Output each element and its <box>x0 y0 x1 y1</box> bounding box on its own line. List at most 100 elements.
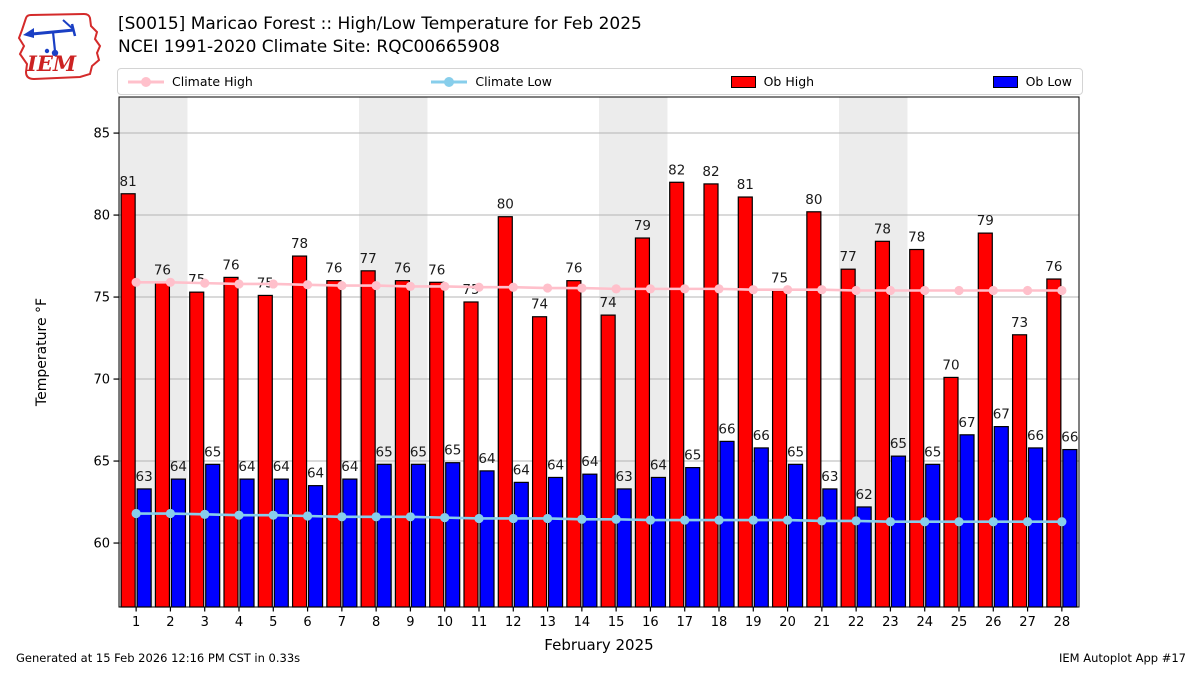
ob-low-bar <box>273 478 289 608</box>
ob-high-bar <box>943 376 959 608</box>
climate-low-marker <box>405 512 416 522</box>
x-tick-label: 11 <box>471 615 488 630</box>
x-tick-label: 1 <box>132 615 140 630</box>
x-tick-label: 6 <box>303 615 311 630</box>
ob-high-value-label: 76 <box>394 261 411 277</box>
climate-low-marker <box>988 517 998 527</box>
ob-low-value-label: 63 <box>616 469 633 485</box>
ob-low-bar <box>787 463 804 608</box>
ob-low-bar <box>547 476 564 608</box>
climate-high-marker <box>302 280 313 290</box>
climate-low-marker <box>817 516 827 526</box>
ob-low-value-label: 64 <box>170 459 187 475</box>
y-tick-label: 65 <box>93 455 110 470</box>
climate-low-marker <box>234 510 244 520</box>
ob-low-value-label: 65 <box>890 436 907 452</box>
ob-high-value-label: 80 <box>497 197 514 213</box>
ob-high-value-label: 73 <box>1011 315 1028 331</box>
legend-label: Climate Low <box>475 74 553 89</box>
y-tick-label: 60 <box>93 537 110 552</box>
ob-low-bar <box>993 426 1009 608</box>
legend-item-ob-low: Ob Low <box>992 74 1072 89</box>
climate-high-marker <box>337 280 347 291</box>
climate-low-marker <box>440 513 450 523</box>
y-tick-label: 75 <box>93 291 110 306</box>
climate-low-marker <box>714 515 724 525</box>
ob-high-value-label: 74 <box>531 297 548 313</box>
ob-low-value-label: 67 <box>958 415 975 431</box>
ob-low-bar <box>650 476 667 608</box>
climate-high-line <box>136 281 1062 292</box>
climate-high-marker <box>371 280 381 291</box>
climate-high-marker <box>851 285 861 296</box>
ob-high-value-label: 76 <box>1045 259 1062 275</box>
climate-low-marker <box>954 517 964 527</box>
ob-high-value-label: 78 <box>874 221 891 237</box>
climate-high-marker <box>440 281 450 292</box>
ob-high-bar <box>669 181 685 608</box>
climate-low-marker <box>165 508 176 519</box>
chart-title: [S0015] Maricao Forest :: High/Low Tempe… <box>118 14 642 34</box>
ob-low-value-label: 65 <box>444 443 461 459</box>
legend-line-swatch-icon <box>431 76 468 87</box>
ob-high-bar <box>703 183 719 608</box>
ob-high-value-label: 82 <box>702 164 719 180</box>
x-tick-label: 25 <box>951 615 968 630</box>
ob-low-value-label: 64 <box>581 454 598 470</box>
climate-low-marker <box>611 514 621 524</box>
ob-high-value-label: 76 <box>428 262 445 278</box>
ob-low-bar <box>890 455 907 608</box>
ob-high-value-label: 80 <box>805 192 822 208</box>
ob-high-bar <box>257 294 273 608</box>
climate-low-marker <box>542 513 553 524</box>
ob-high-bar <box>497 216 513 608</box>
ob-high-bar <box>463 301 479 608</box>
climate-low-marker <box>371 512 381 522</box>
ob-low-bar <box>1062 448 1078 608</box>
x-tick-label: 20 <box>779 615 796 630</box>
climate-high-marker <box>234 279 244 289</box>
ob-low-bar <box>1027 447 1044 608</box>
x-tick-label: 21 <box>814 615 831 630</box>
ob-low-bar <box>719 440 735 608</box>
climate-high-marker <box>920 285 930 296</box>
ob-low-bar <box>205 463 221 608</box>
ob-low-bar <box>822 488 838 608</box>
ob-low-bar <box>479 470 495 608</box>
ob-high-value-label: 76 <box>154 262 171 278</box>
y-tick-label: 80 <box>93 209 110 224</box>
logo-text: IEM <box>26 51 77 76</box>
ob-low-value-label: 64 <box>341 459 358 475</box>
ob-low-value-label: 63 <box>136 469 153 485</box>
ob-low-bar <box>376 463 392 608</box>
x-tick-label: 2 <box>166 615 174 630</box>
climate-high-marker <box>680 284 690 294</box>
climate-high-marker <box>542 283 553 293</box>
ob-high-bar <box>840 268 856 608</box>
climate-low-marker <box>268 510 278 520</box>
ob-high-value-label: 76 <box>565 261 582 277</box>
climate-high-marker <box>611 284 621 294</box>
legend: Climate High Climate Low Ob High Ob Low <box>117 68 1083 95</box>
ob-low-bar <box>925 463 941 608</box>
x-tick-label: 16 <box>642 615 659 630</box>
ob-high-bar <box>531 316 548 608</box>
x-tick-label: 17 <box>676 615 693 630</box>
ob-low-bar <box>239 478 255 608</box>
x-tick-label: 7 <box>338 615 346 630</box>
ob-low-value-label: 64 <box>307 466 324 482</box>
legend-item-climate-high: Climate High <box>128 74 253 89</box>
ob-low-value-label: 66 <box>718 421 735 437</box>
climate-high-marker <box>782 285 793 295</box>
ob-high-bar <box>154 281 171 608</box>
climate-low-line <box>136 512 1062 524</box>
x-tick-label: 18 <box>711 615 728 630</box>
legend-patch-swatch-icon <box>730 75 756 88</box>
climate-low-marker <box>748 515 758 525</box>
ob-high-value-label: 76 <box>325 261 342 277</box>
ob-low-bar <box>513 481 529 608</box>
ob-low-value-label: 66 <box>1061 430 1078 446</box>
ob-low-value-label: 62 <box>856 487 873 503</box>
climate-high-marker <box>1022 285 1033 296</box>
chart-header: [S0015] Maricao Forest :: High/Low Tempe… <box>118 13 642 59</box>
